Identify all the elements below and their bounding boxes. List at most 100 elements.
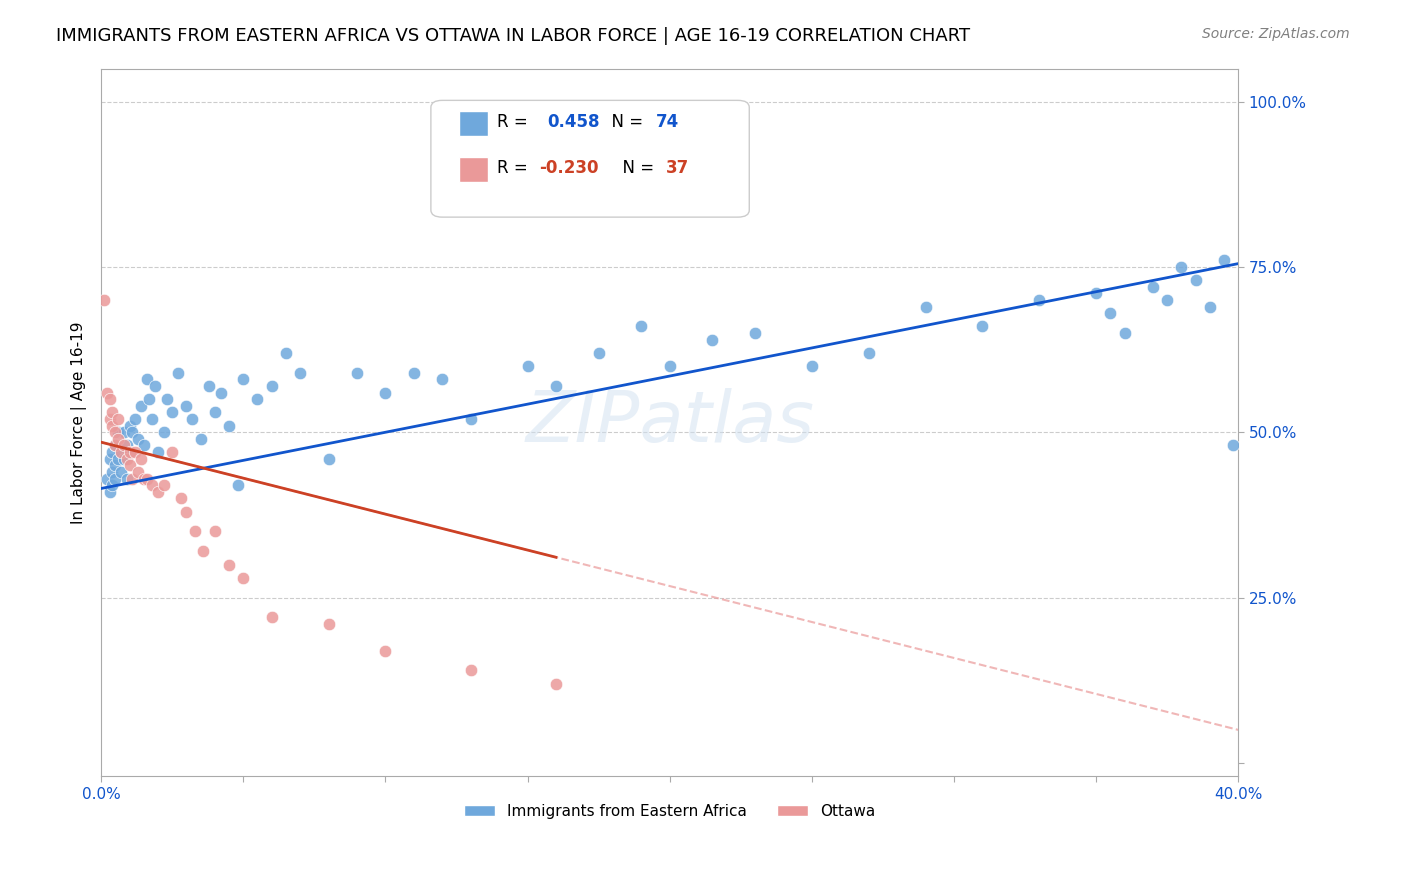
Point — [1184, 273, 1206, 287]
Point — [1198, 300, 1220, 314]
Point — [127, 465, 149, 479]
Point — [167, 366, 190, 380]
Y-axis label: In Labor Force | Age 16-19: In Labor Force | Age 16-19 — [72, 321, 87, 524]
Point — [104, 438, 127, 452]
Text: R =: R = — [496, 159, 533, 177]
Point — [141, 478, 163, 492]
Point — [1156, 293, 1178, 307]
Point — [104, 438, 127, 452]
Point — [132, 438, 155, 452]
Point — [104, 472, 127, 486]
Point — [544, 676, 567, 690]
Point — [155, 392, 177, 407]
Point — [1222, 438, 1244, 452]
Text: ZIPatlas: ZIPatlas — [526, 388, 814, 457]
Point — [138, 392, 160, 407]
Point — [218, 418, 240, 433]
Point — [118, 458, 141, 473]
Point — [226, 478, 249, 492]
Point — [1213, 253, 1236, 268]
Point — [204, 524, 226, 539]
Point — [209, 385, 232, 400]
Point — [98, 392, 121, 407]
Text: IMMIGRANTS FROM EASTERN AFRICA VS OTTAWA IN LABOR FORCE | AGE 16-19 CORRELATION : IMMIGRANTS FROM EASTERN AFRICA VS OTTAWA… — [56, 27, 970, 45]
Text: -0.230: -0.230 — [538, 159, 599, 177]
Point — [176, 399, 198, 413]
Point — [101, 405, 124, 419]
Point — [143, 379, 166, 393]
Point — [118, 445, 141, 459]
Point — [1170, 260, 1192, 274]
Text: 74: 74 — [657, 112, 679, 130]
Point — [374, 385, 396, 400]
Point — [176, 505, 198, 519]
Point — [702, 333, 724, 347]
Point — [274, 346, 297, 360]
Point — [232, 571, 254, 585]
Text: N =: N = — [602, 112, 648, 130]
Point — [432, 372, 454, 386]
Point — [115, 438, 138, 452]
Point — [658, 359, 681, 373]
Point — [1142, 279, 1164, 293]
Point — [160, 445, 183, 459]
Point — [1028, 293, 1050, 307]
Point — [232, 372, 254, 386]
Point — [346, 366, 368, 380]
Point — [260, 379, 283, 393]
Point — [204, 405, 226, 419]
Point — [141, 412, 163, 426]
Point — [107, 451, 129, 466]
Point — [107, 412, 129, 426]
Point — [129, 399, 152, 413]
Point — [104, 458, 127, 473]
Point — [170, 491, 193, 506]
Point — [374, 643, 396, 657]
Point — [858, 346, 880, 360]
Point — [118, 445, 141, 459]
Point — [544, 379, 567, 393]
Point — [96, 385, 118, 400]
Point — [98, 412, 121, 426]
Point — [744, 326, 766, 340]
Point — [146, 484, 169, 499]
Point — [115, 472, 138, 486]
Point — [972, 319, 994, 334]
Point — [93, 293, 115, 307]
Point — [110, 445, 132, 459]
Point — [152, 478, 174, 492]
Point — [101, 478, 124, 492]
Point — [218, 558, 240, 572]
Point — [112, 438, 135, 452]
Point — [318, 617, 340, 632]
Point — [1114, 326, 1136, 340]
Point — [190, 432, 212, 446]
Point — [152, 425, 174, 440]
Point — [460, 412, 482, 426]
Point — [800, 359, 823, 373]
Point — [516, 359, 538, 373]
Text: N =: N = — [612, 159, 659, 177]
Point — [107, 425, 129, 440]
Point — [246, 392, 269, 407]
Point — [1085, 286, 1108, 301]
FancyBboxPatch shape — [460, 111, 488, 136]
Text: 37: 37 — [666, 159, 689, 177]
Point — [914, 300, 936, 314]
Point — [181, 412, 204, 426]
Point — [146, 445, 169, 459]
Point — [101, 465, 124, 479]
Point — [98, 451, 121, 466]
Point — [121, 425, 143, 440]
Point — [104, 425, 127, 440]
Point — [160, 405, 183, 419]
Point — [193, 544, 215, 558]
Point — [184, 524, 207, 539]
Point — [402, 366, 425, 380]
Point — [135, 472, 157, 486]
Point — [98, 484, 121, 499]
Point — [260, 610, 283, 624]
Point — [630, 319, 652, 334]
Text: Source: ZipAtlas.com: Source: ZipAtlas.com — [1202, 27, 1350, 41]
Point — [101, 445, 124, 459]
